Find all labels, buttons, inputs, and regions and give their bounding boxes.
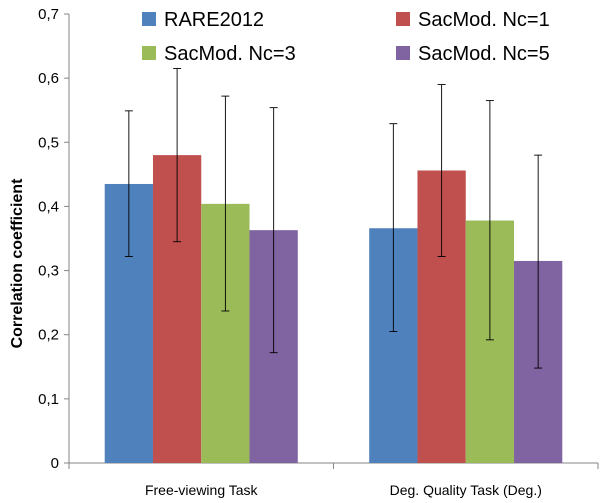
axes: 0 0,1 0,2 0,3 0,4 0,5 0,6 0,7 Free-viewing Task D…: [38, 6, 599, 498]
error-bars: [124, 68, 543, 369]
y-tick-label: 0,1: [38, 391, 59, 408]
y-tick-label: 0,5: [38, 134, 59, 151]
y-tick-label: 0,4: [38, 198, 59, 215]
legend-label: SacMod. Nc=5: [418, 43, 550, 65]
x-tick-label: Free-viewing Task: [145, 482, 259, 498]
legend: RARE2012 SacMod. Nc=1 SacMod. Nc=3 SacMod. …: [142, 9, 550, 65]
y-tick-label: 0,6: [38, 70, 59, 87]
y-tick-label: 0,7: [38, 6, 59, 23]
legend-label: SacMod. Nc=1: [418, 9, 550, 31]
x-tick-label: Deg. Quality Task (Deg.): [390, 482, 542, 498]
y-tick-label: 0,3: [38, 263, 59, 280]
y-tick-label: 0,2: [38, 327, 59, 344]
y-tick-label: 0: [51, 455, 59, 472]
legend-swatch: [142, 46, 156, 60]
legend-label: RARE2012: [164, 9, 264, 31]
legend-label: SacMod. Nc=3: [164, 43, 296, 65]
y-axis-label: Correlation coefficient: [9, 178, 26, 348]
legend-swatch: [396, 12, 410, 26]
bars: [104, 155, 563, 463]
legend-swatch: [396, 46, 410, 60]
legend-swatch: [142, 12, 156, 26]
